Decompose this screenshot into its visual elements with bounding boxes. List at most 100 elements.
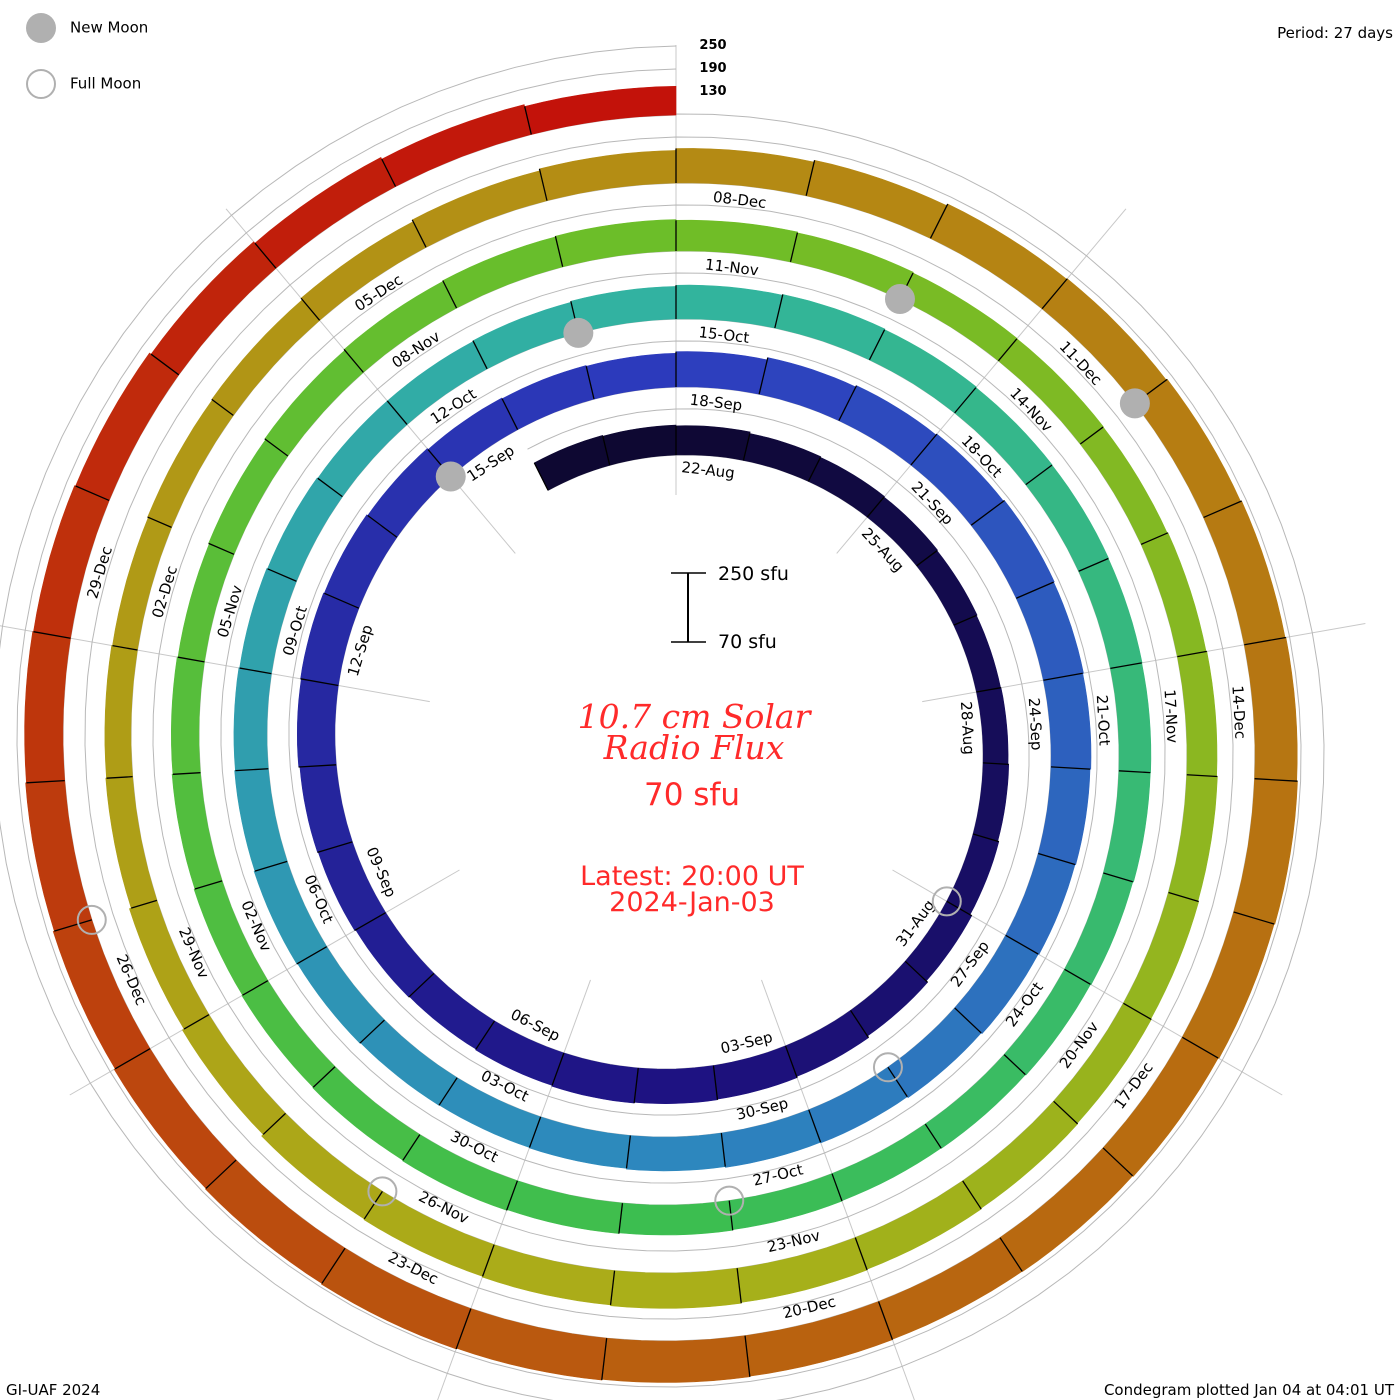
day-separator	[954, 387, 977, 414]
day-separator	[54, 919, 92, 932]
flux-bar	[267, 477, 343, 582]
flux-bar	[868, 329, 977, 414]
flux-bar	[52, 919, 151, 1070]
flux-bar	[721, 1109, 821, 1168]
flux-bar	[193, 880, 269, 996]
day-separator	[1102, 1147, 1134, 1177]
day-separator	[924, 1123, 942, 1149]
day-separator	[26, 779, 65, 784]
flux-bar	[381, 104, 532, 187]
flux-bar	[170, 656, 205, 775]
day-separator	[367, 514, 398, 538]
day-separator	[386, 400, 408, 425]
day-separator	[742, 433, 751, 461]
day-separator	[506, 1180, 518, 1211]
flux-bar	[831, 1123, 942, 1202]
date-label: 28-Aug	[957, 701, 978, 755]
flux-bar	[1181, 911, 1275, 1059]
day-separator	[239, 667, 272, 675]
flux-bar	[204, 1159, 346, 1284]
flux-bar	[675, 425, 751, 461]
day-separator	[970, 499, 1005, 526]
flux-bar	[924, 1054, 1026, 1149]
day-separator	[363, 1191, 383, 1220]
day-separator	[1203, 500, 1242, 519]
flux-bar	[312, 1066, 421, 1161]
day-separator	[300, 678, 339, 687]
flux-bar	[181, 1014, 286, 1135]
date-label: 15-Oct	[698, 323, 751, 347]
flux-bar	[675, 219, 798, 263]
new-moon-marker	[563, 317, 594, 348]
flux-bar	[233, 667, 272, 772]
flux-bar	[808, 1066, 908, 1144]
flux-bar	[1079, 426, 1168, 545]
ref-level-250: 250	[699, 38, 726, 53]
flux-bar	[1003, 968, 1091, 1076]
day-separator	[551, 1052, 565, 1086]
day-separator	[538, 168, 548, 201]
day-separator	[1005, 934, 1039, 955]
flux-bar	[585, 352, 677, 400]
new-moon-icon	[26, 13, 56, 43]
full-moon-marker	[931, 886, 962, 917]
day-separator	[712, 1065, 719, 1100]
day-separator	[300, 297, 321, 321]
flux-bar	[234, 768, 288, 872]
flux-bar	[551, 1052, 639, 1104]
scale-top-label: 250 sfu	[718, 563, 789, 585]
flux-bar	[946, 833, 1000, 916]
flux-bar	[850, 960, 929, 1037]
flux-bar	[899, 272, 1018, 362]
flux-bar	[33, 485, 110, 639]
new-moon-marker	[884, 284, 915, 315]
day-separator	[1050, 766, 1091, 770]
day-separator	[744, 1335, 751, 1377]
flux-bar	[253, 861, 328, 965]
flux-bar	[954, 934, 1039, 1035]
flux-bar	[743, 433, 822, 482]
day-separator	[999, 1237, 1023, 1272]
flux-bar	[1134, 378, 1242, 518]
day-separator	[533, 462, 549, 491]
day-separator	[904, 960, 929, 983]
flux-bar	[297, 946, 385, 1044]
flux-bar	[506, 1180, 623, 1234]
flux-bar	[296, 678, 339, 768]
full-moon-marker	[714, 1185, 745, 1216]
scale-bar	[671, 572, 706, 643]
day-separator	[1233, 911, 1275, 925]
day-separator	[317, 841, 353, 853]
day-separator	[33, 631, 71, 639]
day-separator	[1244, 636, 1286, 646]
flux-bar	[1043, 672, 1092, 770]
day-separator	[1168, 891, 1199, 903]
day-separator	[1140, 532, 1169, 545]
day-separator	[585, 366, 595, 400]
flux-bar	[475, 1020, 565, 1086]
flux-bar	[300, 592, 360, 686]
day-separator	[1123, 1002, 1152, 1020]
day-separator	[625, 1135, 631, 1169]
date-label: 17-Nov	[1160, 689, 1181, 744]
day-separator	[887, 1066, 908, 1098]
day-separator	[442, 280, 458, 309]
flux-bar	[472, 301, 579, 370]
flux-bar	[1168, 774, 1218, 902]
day-separator	[242, 980, 269, 996]
day-separator	[298, 764, 337, 768]
flux-bar	[916, 550, 978, 626]
flux-bar	[601, 1335, 751, 1383]
date-label: 08-Dec	[712, 188, 767, 212]
day-separator	[205, 1159, 237, 1189]
flux-bar	[24, 631, 71, 784]
flux-bar	[1103, 770, 1151, 883]
day-separator	[411, 219, 427, 248]
full-moon-marker	[367, 1176, 398, 1207]
day-separator	[1064, 968, 1091, 985]
flux-bar	[1177, 651, 1218, 777]
day-separator	[472, 340, 488, 370]
day-separator	[602, 436, 611, 466]
flux-bar	[1122, 892, 1200, 1020]
day-separator	[211, 398, 234, 416]
